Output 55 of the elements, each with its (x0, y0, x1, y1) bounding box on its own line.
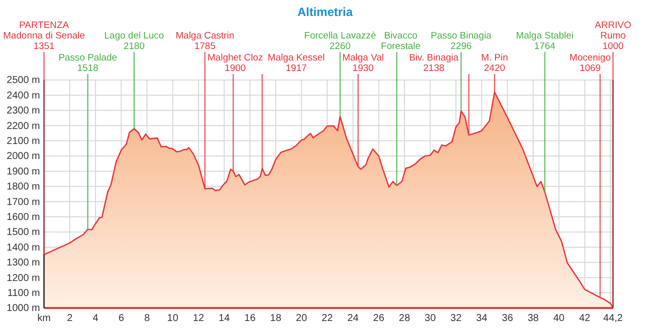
x-tick-label: 18 (270, 313, 282, 324)
y-tick-label: 2200 m (6, 120, 40, 132)
x-tick-label: 28 (398, 313, 410, 324)
y-tick-label: 2300 m (6, 106, 40, 117)
chart-title: Altimetria (297, 5, 353, 19)
ref-line-label: Passo Palade 1518 (58, 52, 118, 74)
x-tick-label: 20 (296, 313, 308, 324)
ref-line-label: Mocenigo 1069 (570, 52, 611, 74)
x-tick-label: 32 (450, 313, 462, 324)
x-tick-label: 38 (528, 313, 540, 324)
y-tick-label: 1800 m (6, 182, 40, 193)
x-tick-label: 6 (118, 313, 124, 324)
y-tick-label: 1000 m (6, 303, 40, 314)
ref-line-label: Malga Kessel 1917 (268, 52, 325, 74)
x-tick-label: 12 (192, 313, 204, 324)
x-tick-label: 30 (424, 313, 436, 324)
ref-line-label: M. Pin 2420 (481, 52, 508, 74)
ref-line-label: Lago del Luco 2180 (104, 30, 164, 52)
ref-line-label: Malga Val 1930 (342, 52, 384, 74)
ref-line-label: ARRIVO Rumo 1000 (594, 20, 632, 52)
x-tick-label: 4 (92, 313, 99, 324)
x-tick-label: 14 (218, 313, 230, 324)
x-tick-label: km (37, 313, 51, 324)
y-tick-label: 2000 m (6, 151, 40, 162)
y-tick-label: 2400 m (6, 90, 40, 102)
y-tick-label: 1500 m (6, 227, 40, 238)
y-tick-label: 2500 m (6, 75, 40, 86)
x-tick-label: 2 (66, 313, 73, 324)
x-tick-label: 40 (553, 313, 565, 324)
ref-line-label: Biv. Binagia 2138 (409, 52, 460, 74)
x-tick-label: 44,2 (603, 313, 624, 324)
y-tick-label: 1600 m (6, 212, 40, 223)
ref-line-label: Forcella Lavazzè 2260 (304, 30, 376, 52)
ref-line-label: Malga Stablei 1764 (516, 30, 574, 52)
y-tick-label: 1300 m (6, 258, 40, 269)
ref-line-label: Passo Binagia 2296 (430, 30, 492, 52)
y-tick-label: 1900 m (6, 166, 40, 178)
x-tick-label: 22 (322, 313, 334, 324)
x-tick-label: 16 (244, 313, 256, 324)
x-tick-label: 34 (476, 313, 488, 324)
ref-line-label: Malghet Cloz 1900 (208, 52, 264, 74)
ref-line-label: PARTENZA Madonna di Senale 1351 (3, 20, 85, 52)
y-tick-label: 1100 m (7, 288, 40, 299)
x-tick-label: 26 (373, 313, 385, 324)
y-tick-label: 1200 m (6, 272, 40, 284)
x-tick-label: 10 (167, 313, 179, 324)
x-tick-label: 42 (579, 313, 591, 324)
x-tick-label: 8 (144, 313, 150, 324)
ref-line-label: Bivacco Forestale (380, 30, 421, 52)
ref-line-label: Malga Castrin 1785 (176, 30, 234, 52)
y-tick-label: 2100 m (6, 136, 40, 147)
x-tick-label: 24 (347, 313, 359, 324)
y-tick-label: 1400 m (6, 242, 40, 254)
y-tick-label: 1700 m (6, 196, 40, 208)
x-tick-label: 36 (502, 313, 514, 324)
